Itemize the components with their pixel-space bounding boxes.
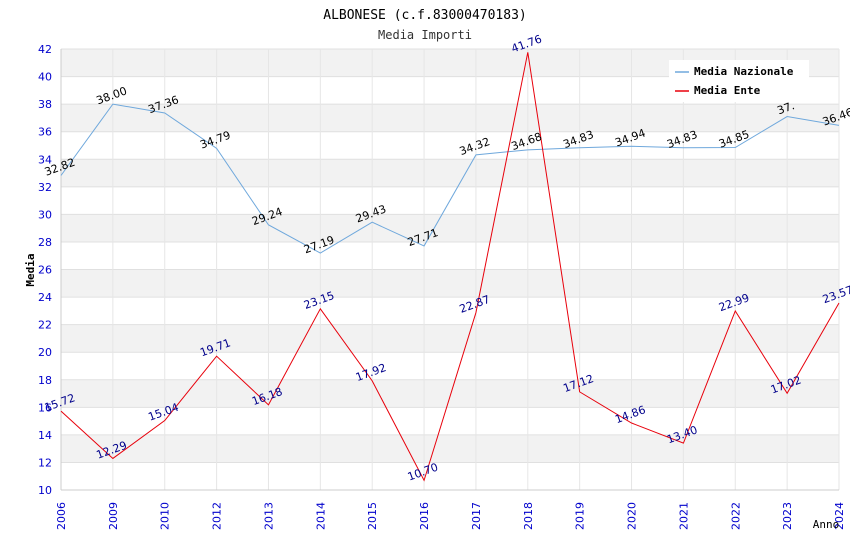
y-tick-label: 28	[38, 236, 52, 249]
y-tick-labels: 10 12 14 16 18 20 22 24 26 28 30 32 34 36 38 40 42	[38, 43, 52, 497]
plot-band	[61, 241, 839, 270]
x-tick-label: 2009	[107, 502, 120, 530]
x-tick-label: 2020	[626, 502, 639, 530]
plot-band	[61, 434, 839, 463]
plot-band	[61, 462, 839, 490]
x-tick-label: 2006	[55, 502, 68, 530]
x-tick-label: 2019	[574, 502, 587, 530]
legend-label-media-ente: Media Ente	[694, 84, 761, 97]
y-tick-label: 40	[38, 71, 52, 84]
y-tick-label: 38	[38, 98, 52, 111]
plot-band	[61, 352, 839, 380]
x-tick-label: 2021	[677, 502, 690, 530]
y-tick-label: 14	[38, 429, 52, 442]
y-tick-label: 16	[38, 401, 52, 414]
y-tick-label: 10	[38, 484, 52, 497]
x-tick-label: 2023	[781, 502, 794, 530]
plot-band	[61, 269, 839, 298]
plot-bands	[61, 49, 839, 490]
y-axis-label: Media	[24, 253, 37, 286]
chart-subtitle: Media Importi	[378, 28, 472, 42]
x-tick-label: 2017	[470, 502, 483, 530]
x-tick-label: 2010	[159, 502, 172, 530]
plot-band	[61, 159, 839, 187]
plot-band	[61, 407, 839, 435]
x-axis-label: Anno	[813, 518, 840, 531]
x-tick-label: 2018	[522, 502, 535, 530]
plot-band	[61, 104, 839, 132]
x-tick-label: 2022	[729, 502, 742, 530]
plot-band	[61, 379, 839, 408]
legend: Media Nazionale Media Ente	[669, 60, 809, 102]
plot-band	[61, 131, 839, 160]
y-tick-label: 22	[38, 319, 52, 332]
y-tick-label: 12	[38, 456, 52, 469]
x-tick-label: 2016	[418, 502, 431, 530]
plot-band	[61, 214, 839, 242]
chart-title: ALBONESE (c.f.83000470183)	[323, 8, 527, 23]
data-label-media-nazionale: 37.	[775, 99, 796, 117]
plot-band	[61, 297, 839, 325]
plot-band	[61, 324, 839, 353]
series-line-media-nazionale	[60, 103, 840, 254]
axes	[60, 49, 839, 491]
y-tick-label: 18	[38, 374, 52, 387]
y-tick-label: 26	[38, 264, 52, 277]
x-tick-label: 2015	[366, 502, 379, 530]
x-tick-label: 2024	[833, 502, 846, 530]
y-tick-label: 30	[38, 208, 52, 221]
y-tick-label: 42	[38, 43, 52, 56]
y-tick-label: 32	[38, 181, 52, 194]
y-tick-label: 36	[38, 126, 52, 139]
legend-box	[669, 60, 809, 102]
series-line-media-ente	[60, 52, 840, 482]
x-tick-label: 2012	[211, 502, 224, 530]
x-tick-labels: 2006 2009 2010 2012 2013 2014 2015 2016 2017 2018…	[55, 502, 846, 530]
x-tick-label: 2013	[262, 502, 275, 530]
y-tick-label: 34	[38, 153, 52, 166]
x-tick-label: 2014	[314, 502, 327, 530]
series-lines	[60, 52, 840, 482]
y-tick-label: 20	[38, 346, 52, 359]
legend-label-media-nazionale: Media Nazionale	[694, 65, 794, 78]
y-tick-label: 24	[38, 291, 52, 304]
